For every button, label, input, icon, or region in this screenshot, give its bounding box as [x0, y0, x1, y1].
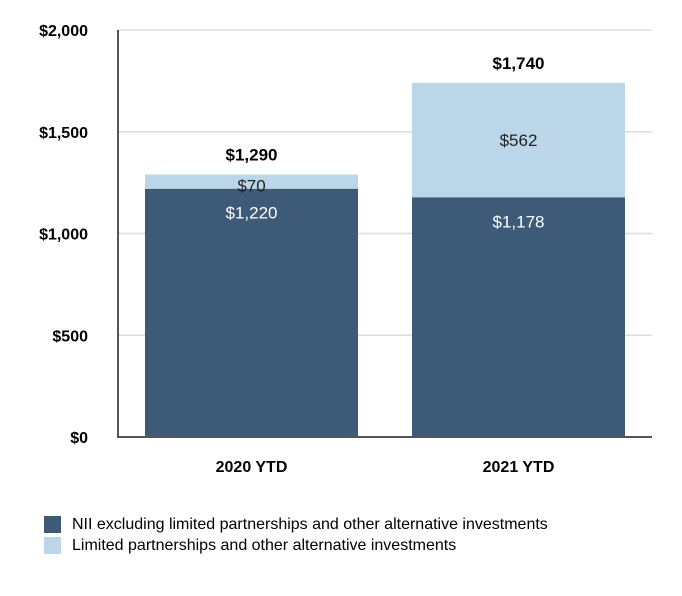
stacked-bar-chart: $0 $500 $1,000 $1,500 $2,000 $1,220 $70 $1,290… — [39, 23, 652, 476]
y-tick-label: $0 — [70, 430, 88, 447]
x-axis-ticks: 2020 YTD 2021 YTD — [216, 459, 555, 476]
bar-segment-label: $70 — [237, 176, 265, 195]
y-tick-label: $500 — [52, 328, 88, 345]
bar-segment — [145, 188, 358, 437]
x-tick-label: 2021 YTD — [483, 459, 555, 476]
legend-item-limited-partnerships: Limited partnerships and other alternati… — [44, 535, 548, 556]
bar-segment-label: $1,220 — [226, 204, 278, 223]
y-axis-ticks: $0 $500 $1,000 $1,500 $2,000 — [39, 23, 88, 447]
legend-label-limited-partnerships: Limited partnerships and other alternati… — [72, 536, 457, 554]
legend-swatch-nii — [44, 516, 61, 533]
x-tick-label: 2020 YTD — [216, 459, 288, 476]
legend-item-nii: NII excluding limited partnerships and o… — [44, 514, 548, 535]
legend-label-nii: NII excluding limited partnerships and o… — [72, 515, 548, 533]
axes — [117, 30, 652, 438]
bars — [145, 82, 625, 437]
legend-swatch-limited-partnerships — [44, 537, 61, 554]
bar-segment — [145, 174, 358, 189]
legend: NII excluding limited partnerships and o… — [44, 514, 548, 556]
y-tick-label: $2,000 — [39, 23, 88, 40]
bar-segment-label: $562 — [500, 131, 538, 150]
bar-segment-label: $1,178 — [493, 212, 545, 231]
y-tick-label: $1,000 — [39, 227, 88, 244]
bar-segment — [412, 82, 625, 198]
data-labels: $1,220 $70 $1,290 $1,178 $562 $1,740 — [226, 54, 545, 231]
bar-segment — [412, 197, 625, 437]
y-tick-label: $1,500 — [39, 125, 88, 142]
bar-total-label: $1,740 — [493, 54, 545, 73]
bar-total-label: $1,290 — [226, 145, 278, 164]
